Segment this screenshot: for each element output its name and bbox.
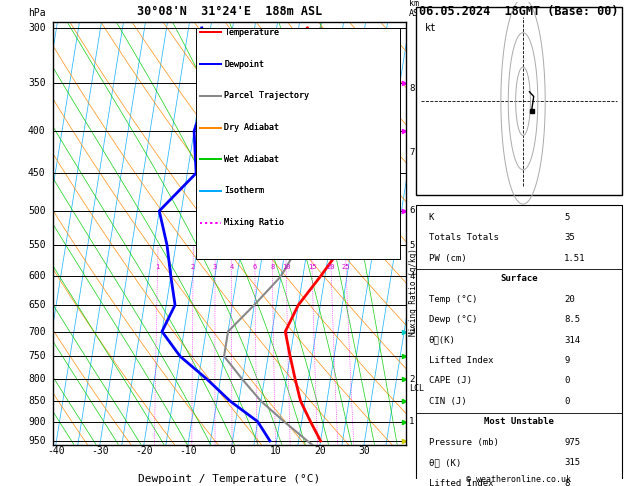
Text: km
ASL: km ASL	[409, 0, 424, 18]
Text: 550: 550	[28, 240, 45, 250]
Text: 6: 6	[409, 207, 415, 215]
Text: Temperature: Temperature	[225, 28, 279, 37]
Text: Pressure (mb): Pressure (mb)	[428, 438, 498, 447]
Text: 950: 950	[28, 436, 45, 446]
Text: 8: 8	[409, 84, 415, 93]
Text: 1: 1	[155, 264, 160, 270]
Text: Mixing Ratio (g/kg): Mixing Ratio (g/kg)	[409, 248, 418, 336]
Text: CAPE (J): CAPE (J)	[428, 377, 472, 385]
Text: 315: 315	[564, 458, 580, 468]
Text: 10: 10	[282, 264, 291, 270]
Text: 20: 20	[314, 447, 326, 456]
Text: -10: -10	[179, 447, 197, 456]
Text: 7: 7	[409, 148, 415, 157]
Text: 4: 4	[229, 264, 233, 270]
Bar	[416, 205, 621, 486]
Text: PW (cm): PW (cm)	[428, 254, 466, 262]
Text: -30: -30	[91, 447, 109, 456]
Text: 750: 750	[28, 351, 45, 361]
Text: Temp (°C): Temp (°C)	[428, 295, 477, 304]
Text: Isotherm: Isotherm	[225, 187, 264, 195]
Text: Dewpoint: Dewpoint	[225, 60, 264, 69]
Text: 450: 450	[28, 168, 45, 178]
Text: -40: -40	[47, 447, 65, 456]
Text: 850: 850	[28, 396, 45, 406]
Text: Dry Adiabat: Dry Adiabat	[225, 123, 279, 132]
Text: 2: 2	[409, 375, 415, 384]
Text: Mixing Ratio: Mixing Ratio	[225, 218, 284, 227]
Text: 600: 600	[28, 271, 45, 281]
Text: 06.05.2024  18GMT (Base: 00): 06.05.2024 18GMT (Base: 00)	[419, 5, 619, 18]
Text: 5: 5	[409, 241, 415, 250]
Text: Dewpoint: Dewpoint	[225, 60, 264, 69]
Text: 900: 900	[28, 417, 45, 427]
Text: -20: -20	[135, 447, 153, 456]
Text: Dewp (°C): Dewp (°C)	[428, 315, 477, 324]
Bar	[416, 7, 621, 195]
Text: 4: 4	[409, 272, 415, 281]
Text: 800: 800	[28, 374, 45, 384]
Text: 10: 10	[270, 447, 282, 456]
Text: Totals Totals: Totals Totals	[428, 233, 498, 242]
Text: 30°08'N  31°24'E  188m ASL: 30°08'N 31°24'E 188m ASL	[137, 5, 322, 18]
Text: kt: kt	[425, 23, 437, 33]
Text: 8.5: 8.5	[564, 315, 580, 324]
Text: Lifted Index: Lifted Index	[428, 479, 493, 486]
Text: 300: 300	[28, 23, 45, 33]
Text: Parcel Trajectory: Parcel Trajectory	[225, 91, 309, 101]
Text: Parcel Trajectory: Parcel Trajectory	[225, 91, 309, 101]
Text: 1: 1	[409, 417, 415, 426]
Text: 20: 20	[564, 295, 575, 304]
Text: Wet Adiabat: Wet Adiabat	[225, 155, 279, 164]
Text: 20: 20	[327, 264, 335, 270]
Text: 25: 25	[342, 264, 350, 270]
Text: 3: 3	[409, 327, 415, 336]
Text: Temperature: Temperature	[225, 28, 279, 37]
Text: Dewpoint / Temperature (°C): Dewpoint / Temperature (°C)	[138, 473, 321, 484]
Text: 3: 3	[213, 264, 217, 270]
Text: LCL: LCL	[409, 384, 424, 393]
Text: 350: 350	[28, 78, 45, 88]
Text: 15: 15	[308, 264, 316, 270]
Text: 0: 0	[229, 447, 235, 456]
Text: 30: 30	[358, 447, 370, 456]
Text: 700: 700	[28, 327, 45, 336]
Text: 314: 314	[564, 335, 580, 345]
Text: θᴄ(K): θᴄ(K)	[428, 335, 455, 345]
Text: 2: 2	[191, 264, 195, 270]
Text: θᴄ (K): θᴄ (K)	[428, 458, 461, 468]
Text: 9: 9	[564, 356, 569, 365]
Text: 5: 5	[564, 213, 569, 222]
Text: Dry Adiabat: Dry Adiabat	[225, 123, 279, 132]
Text: © weatheronline.co.uk: © weatheronline.co.uk	[467, 474, 571, 484]
Text: Lifted Index: Lifted Index	[428, 356, 493, 365]
Text: 8: 8	[564, 479, 569, 486]
Text: Isotherm: Isotherm	[225, 187, 264, 195]
Text: Wet Adiabat: Wet Adiabat	[225, 155, 279, 164]
Text: 400: 400	[28, 126, 45, 136]
Text: hPa: hPa	[28, 8, 45, 18]
Text: 650: 650	[28, 300, 45, 310]
Text: CIN (J): CIN (J)	[428, 397, 466, 406]
Text: 6: 6	[253, 264, 257, 270]
Text: Surface: Surface	[500, 274, 538, 283]
Text: 1.51: 1.51	[564, 254, 586, 262]
Text: 0: 0	[564, 397, 569, 406]
Text: 0: 0	[564, 377, 569, 385]
FancyBboxPatch shape	[196, 28, 401, 259]
Text: 500: 500	[28, 206, 45, 216]
Text: Mixing Ratio: Mixing Ratio	[225, 218, 284, 227]
Text: 35: 35	[564, 233, 575, 242]
Text: K: K	[428, 213, 434, 222]
Text: 8: 8	[270, 264, 274, 270]
Text: Most Unstable: Most Unstable	[484, 417, 554, 426]
Text: 975: 975	[564, 438, 580, 447]
